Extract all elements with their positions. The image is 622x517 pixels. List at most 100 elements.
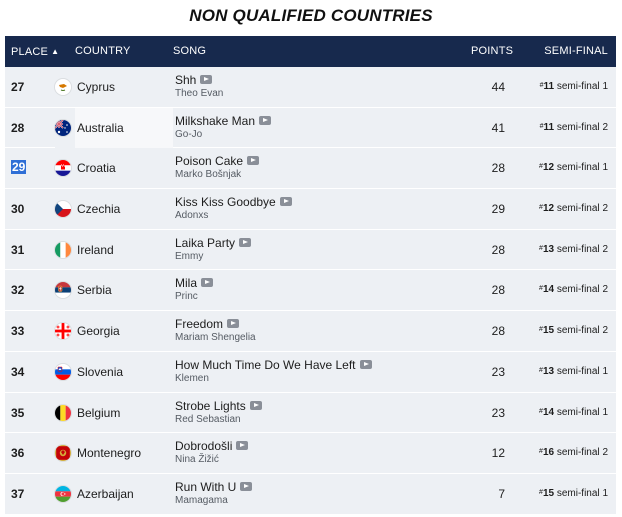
play-video-icon[interactable] xyxy=(359,359,372,369)
column-header-points[interactable]: POINTS xyxy=(471,45,514,57)
country-cell[interactable]: Czechia xyxy=(55,189,120,229)
semi-final-label: semi-final xyxy=(556,365,600,377)
country-name[interactable]: Ireland xyxy=(77,242,114,257)
play-video-icon[interactable] xyxy=(249,400,262,410)
country-cell[interactable]: Croatia xyxy=(55,148,116,188)
column-header-song[interactable]: SONG xyxy=(173,45,207,57)
semi-final-position: 16 xyxy=(542,447,555,459)
country-name[interactable]: Georgia xyxy=(77,324,120,339)
country-cell[interactable]: Australia xyxy=(55,107,173,148)
country-name[interactable]: Montenegro xyxy=(77,446,142,461)
column-header-place[interactable]: PLACE ▲ xyxy=(11,36,59,68)
semi-final-position: 13 xyxy=(542,243,555,255)
song-title[interactable]: Strobe Lights xyxy=(175,398,246,413)
place-value: 31 xyxy=(11,242,25,257)
country-name[interactable]: Croatia xyxy=(77,161,116,176)
play-video-icon[interactable] xyxy=(240,481,253,491)
song-title[interactable]: Dobrodošli xyxy=(175,439,233,454)
column-header-semi-final[interactable]: SEMI-FINAL xyxy=(544,45,608,57)
semi-final-label: semi-final xyxy=(556,243,600,255)
semi-final-number: 2 xyxy=(602,243,608,255)
artist-name: Theo Evan xyxy=(175,88,224,99)
country-name[interactable]: Slovenia xyxy=(77,364,124,379)
semi-final-label: semi-final xyxy=(556,406,600,418)
table-row: 32 Serbia Mila Princ 28 #14 semi-final 2 xyxy=(5,270,616,312)
table-row: 27 Cyprus Shh Theo Evan 44 #11 semi-fina… xyxy=(5,67,616,108)
country-cell[interactable]: Cyprus xyxy=(55,67,115,107)
country-name[interactable]: Azerbaijan xyxy=(77,486,134,501)
semi-final-number: 2 xyxy=(602,284,608,296)
place-value: 27 xyxy=(11,80,25,94)
song-title[interactable]: Milkshake Man xyxy=(175,113,256,128)
semi-final-label: semi-final xyxy=(556,81,600,92)
country-cell[interactable]: Azerbaijan xyxy=(55,474,134,514)
song-title[interactable]: Run With U xyxy=(175,479,237,494)
play-video-icon[interactable] xyxy=(247,156,260,166)
azerbaijan-flag-icon xyxy=(55,485,71,502)
artist-name: Nina Žižić xyxy=(175,454,219,466)
play-video-icon[interactable] xyxy=(201,278,214,288)
song-title[interactable]: Laika Party xyxy=(175,235,236,250)
slovenia-flag-icon xyxy=(55,363,71,380)
semi-final-number: 1 xyxy=(602,487,608,499)
country-name[interactable]: Serbia xyxy=(77,283,112,298)
semi-final-label: semi-final xyxy=(556,203,600,215)
column-header-place-label: PLACE xyxy=(11,46,49,58)
play-video-icon[interactable] xyxy=(259,115,272,125)
country-cell[interactable]: Montenegro xyxy=(55,433,141,473)
semi-final-number: 1 xyxy=(602,365,608,377)
sort-ascending-icon[interactable]: ▲ xyxy=(51,47,60,56)
semi-final-result: #13 semi-final 2 xyxy=(539,243,608,255)
semi-final-label: semi-final xyxy=(556,325,600,337)
cyprus-flag-icon xyxy=(55,79,71,95)
place-value: 30 xyxy=(11,202,25,217)
place-value: 29 xyxy=(11,160,27,175)
song-cell: Shh Theo Evan xyxy=(175,73,223,100)
country-cell[interactable]: Ireland xyxy=(55,230,114,270)
points-value: 12 xyxy=(491,446,505,461)
artist-name: Red Sebastian xyxy=(175,413,241,425)
points-value: 28 xyxy=(491,283,505,298)
artist-name: Princ xyxy=(175,291,198,303)
table-row: 34 Slovenia How Much Time Do We Have Lef… xyxy=(5,351,616,393)
song-title[interactable]: Poison Cake xyxy=(175,154,244,169)
points-value: 28 xyxy=(491,242,505,257)
play-video-icon[interactable] xyxy=(200,75,213,84)
song-title[interactable]: Kiss Kiss Goodbye xyxy=(175,195,276,210)
country-name[interactable]: Czechia xyxy=(77,202,121,217)
points-value: 23 xyxy=(491,364,505,379)
semi-final-result: #11 semi-final 2 xyxy=(539,121,608,133)
play-video-icon[interactable] xyxy=(236,441,249,451)
place-value: 32 xyxy=(11,283,25,298)
semi-final-result: #12 semi-final 2 xyxy=(539,203,608,215)
semi-final-result: #15 semi-final 2 xyxy=(539,325,608,337)
song-title[interactable]: How Much Time Do We Have Left xyxy=(175,357,356,372)
country-cell[interactable]: Belgium xyxy=(55,393,120,433)
column-header-country[interactable]: COUNTRY xyxy=(75,45,131,57)
play-video-icon[interactable] xyxy=(279,197,292,207)
country-name[interactable]: Belgium xyxy=(77,405,121,420)
song-title[interactable]: Freedom xyxy=(175,317,224,332)
points-value: 41 xyxy=(491,120,505,135)
serbia-flag-icon xyxy=(55,282,71,299)
play-video-icon[interactable] xyxy=(227,319,240,329)
country-cell[interactable]: Slovenia xyxy=(55,352,123,392)
semi-final-label: semi-final xyxy=(556,284,600,296)
semi-final-position: 12 xyxy=(542,162,555,174)
song-cell: Milkshake Man Go-Jo xyxy=(175,113,272,141)
points-value: 23 xyxy=(491,405,505,420)
song-title[interactable]: Mila xyxy=(175,276,198,291)
country-name[interactable]: Cyprus xyxy=(77,80,116,94)
semi-final-position: 12 xyxy=(542,203,555,215)
table-row: 35 Belgium Strobe Lights Red Sebastian 2… xyxy=(5,392,616,434)
song-cell: Strobe Lights Red Sebastian xyxy=(175,399,262,426)
song-title[interactable]: Shh xyxy=(175,73,197,87)
semi-final-result: #14 semi-final 2 xyxy=(539,284,608,296)
country-cell[interactable]: Serbia xyxy=(55,270,112,310)
place-value: 28 xyxy=(11,120,25,135)
georgia-flag-icon xyxy=(55,323,71,340)
country-cell[interactable]: Georgia xyxy=(55,311,120,351)
country-name[interactable]: Australia xyxy=(77,120,124,135)
semi-final-label: semi-final xyxy=(556,121,600,133)
play-video-icon[interactable] xyxy=(239,237,252,247)
